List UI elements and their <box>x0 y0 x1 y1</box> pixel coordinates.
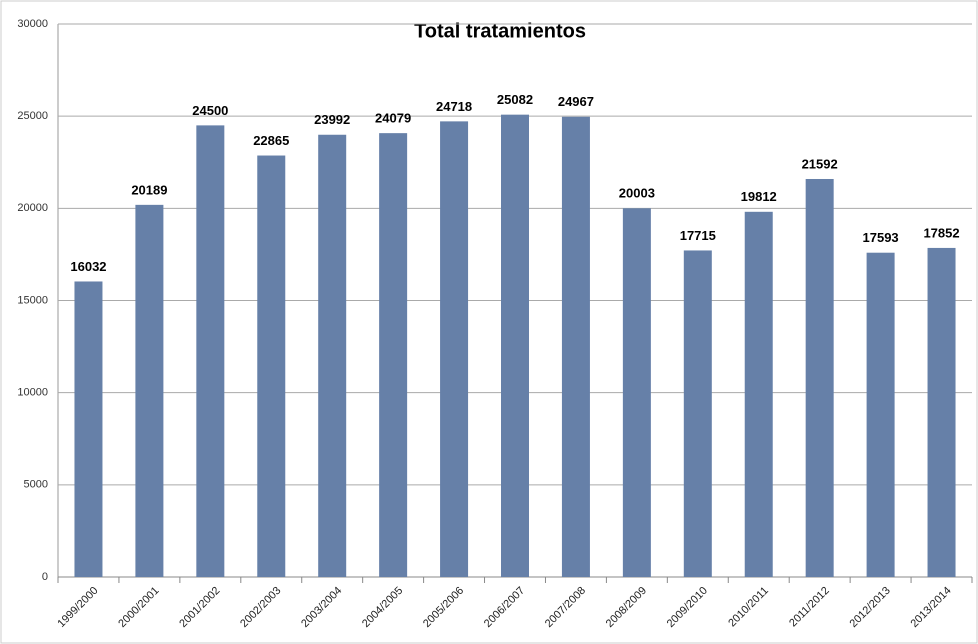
y-tick-label: 25000 <box>17 110 48 122</box>
data-label: 24500 <box>192 103 228 118</box>
data-label: 24079 <box>375 111 411 126</box>
bar <box>927 247 956 577</box>
bar <box>805 178 834 577</box>
data-label: 17852 <box>923 225 959 240</box>
y-tick-label: 15000 <box>17 294 48 306</box>
data-label: 17593 <box>863 230 899 245</box>
bar <box>622 208 651 578</box>
data-label: 16032 <box>70 259 106 274</box>
bar <box>318 134 347 577</box>
bar <box>74 281 103 577</box>
y-tick-label: 10000 <box>17 387 48 399</box>
y-tick-label: 5000 <box>24 479 48 491</box>
bar <box>196 125 225 577</box>
y-tick-label: 30000 <box>17 18 48 30</box>
data-label: 20189 <box>131 182 167 197</box>
bar <box>135 204 164 577</box>
data-label: 21592 <box>802 156 838 171</box>
data-label: 22865 <box>253 133 289 148</box>
bar <box>440 121 469 577</box>
bar <box>744 211 773 577</box>
y-tick-label: 0 <box>42 571 48 583</box>
data-label: 25082 <box>497 92 533 107</box>
chart-title: Total tratamientos <box>414 20 586 42</box>
bar <box>866 252 895 577</box>
bar <box>561 116 590 577</box>
bar <box>683 250 712 578</box>
data-label: 20003 <box>619 186 655 201</box>
bar <box>257 155 286 577</box>
data-label: 24718 <box>436 99 472 114</box>
data-label: 19812 <box>741 189 777 204</box>
y-tick-label: 20000 <box>17 202 48 214</box>
bar <box>379 133 408 577</box>
data-label: 24967 <box>558 94 594 109</box>
bar <box>501 114 529 577</box>
data-label: 17715 <box>680 228 716 243</box>
data-label: 23992 <box>314 112 350 127</box>
